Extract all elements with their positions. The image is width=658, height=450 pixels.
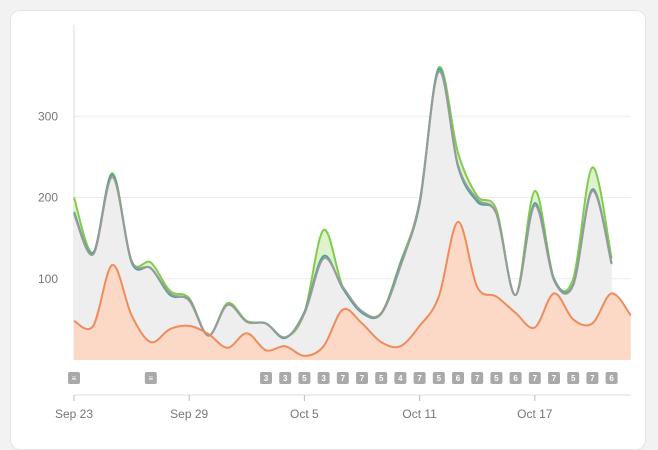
annotation-marker[interactable]: 5	[490, 372, 503, 384]
annotation-marker[interactable]: 7	[413, 372, 426, 384]
axis-layer: 100 200 300 Sep 23 Sep 29 Oct 5 Oct 11 Oct 17	[38, 109, 631, 421]
annotation-badge[interactable]	[144, 372, 157, 384]
annotation-marker[interactable]: 7	[336, 372, 349, 384]
annotation-badge[interactable]	[605, 372, 618, 384]
y-tick-label: 200	[38, 191, 58, 205]
annotation-badge[interactable]	[452, 372, 464, 384]
annotation-badge[interactable]	[413, 372, 426, 384]
annotation-marker[interactable]: 5	[298, 372, 311, 384]
annotation-marker[interactable]: 6	[509, 372, 522, 384]
annotation-badge[interactable]	[528, 372, 541, 384]
annotation-badge[interactable]	[356, 372, 368, 384]
annotation-badge[interactable]	[490, 372, 503, 384]
annotation-marker[interactable]: 6	[605, 372, 618, 384]
annotation-marker[interactable]: 7	[548, 372, 560, 384]
annotation-marker[interactable]: 3	[260, 372, 272, 384]
line-layer	[73, 66, 632, 357]
annotation-badge[interactable]	[298, 372, 311, 384]
annotation-marker[interactable]: 7	[528, 372, 541, 384]
annotation-badge[interactable]	[432, 372, 445, 384]
annotation-badge[interactable]	[471, 372, 484, 384]
annotation-badge-label: 5	[494, 374, 499, 383]
marker-layer: ≡ ≡ 3 3 5 3 7 7 5 4 7 5 6 7 5 6 7 7 5 7 6	[68, 372, 618, 384]
annotation-badge[interactable]	[68, 372, 80, 384]
series-area	[74, 221, 631, 360]
annotation-marker[interactable]: 6	[452, 372, 464, 384]
annotation-marker[interactable]: 7	[471, 372, 484, 384]
x-tick-label: Sep 29	[170, 407, 208, 421]
annotation-badge[interactable]	[375, 372, 388, 384]
annotation-badge-label: 6	[513, 374, 518, 383]
annotation-badge[interactable]	[548, 372, 560, 384]
annotation-badge-label: 3	[283, 374, 288, 383]
annotation-badge[interactable]	[509, 372, 522, 384]
annotation-badge-label: 7	[590, 374, 595, 383]
annotation-badge-label: 7	[552, 374, 557, 383]
x-tick-label: Sep 23	[55, 407, 93, 421]
annotation-badge-label: 6	[609, 374, 614, 383]
x-tick-label: Oct 5	[290, 407, 319, 421]
annotation-badge-label: 5	[302, 374, 307, 383]
annotation-marker[interactable]: 5	[432, 372, 445, 384]
annotation-badge[interactable]	[317, 372, 330, 384]
annotation-badge-label: 5	[379, 374, 384, 383]
annotation-badge-label: 5	[571, 374, 576, 383]
annotation-badge[interactable]	[279, 372, 292, 384]
series-line	[73, 70, 613, 339]
annotation-badge-label: 7	[417, 374, 422, 383]
annotation-badge-label: 7	[341, 374, 346, 383]
annotation-badge-label: 6	[456, 374, 461, 383]
series-line	[73, 220, 632, 357]
annotation-badge-label: 3	[321, 374, 326, 383]
annotation-badge[interactable]	[567, 372, 580, 384]
annotation-marker[interactable]: 7	[356, 372, 368, 384]
annotation-marker[interactable]: 4	[394, 372, 407, 384]
annotation-marker[interactable]: 5	[567, 372, 580, 384]
annotation-marker[interactable]: 3	[279, 372, 292, 384]
x-tick-label: Oct 11	[402, 407, 437, 421]
x-tick-label: Oct 17	[517, 407, 553, 421]
annotation-badge-label: ≡	[148, 374, 153, 383]
y-tick-label: 100	[38, 272, 58, 286]
annotation-marker[interactable]: 3	[317, 372, 330, 384]
annotation-badge-label: 7	[360, 374, 365, 383]
annotation-marker[interactable]: 7	[586, 372, 599, 384]
annotation-badge-label: 7	[533, 374, 538, 383]
stacked-area-chart: 100 200 300 Sep 23 Sep 29 Oct 5 Oct 11 Oct 17 ≡…	[37, 25, 632, 421]
annotation-badge[interactable]	[586, 372, 599, 384]
annotation-badge[interactable]	[260, 372, 272, 384]
annotation-badge[interactable]	[336, 372, 349, 384]
annotation-badge-label: ≡	[72, 374, 77, 383]
annotation-marker[interactable]: ≡	[144, 372, 157, 384]
annotation-badge-label: 4	[398, 374, 403, 383]
annotation-marker[interactable]: ≡	[68, 372, 80, 384]
annotation-marker[interactable]: 5	[375, 372, 388, 384]
annotation-badge[interactable]	[394, 372, 407, 384]
annotation-badge-label: 7	[475, 374, 480, 383]
annotation-badge-label: 5	[437, 374, 442, 383]
y-tick-label: 300	[38, 109, 58, 123]
annotation-badge-label: 3	[264, 374, 269, 383]
